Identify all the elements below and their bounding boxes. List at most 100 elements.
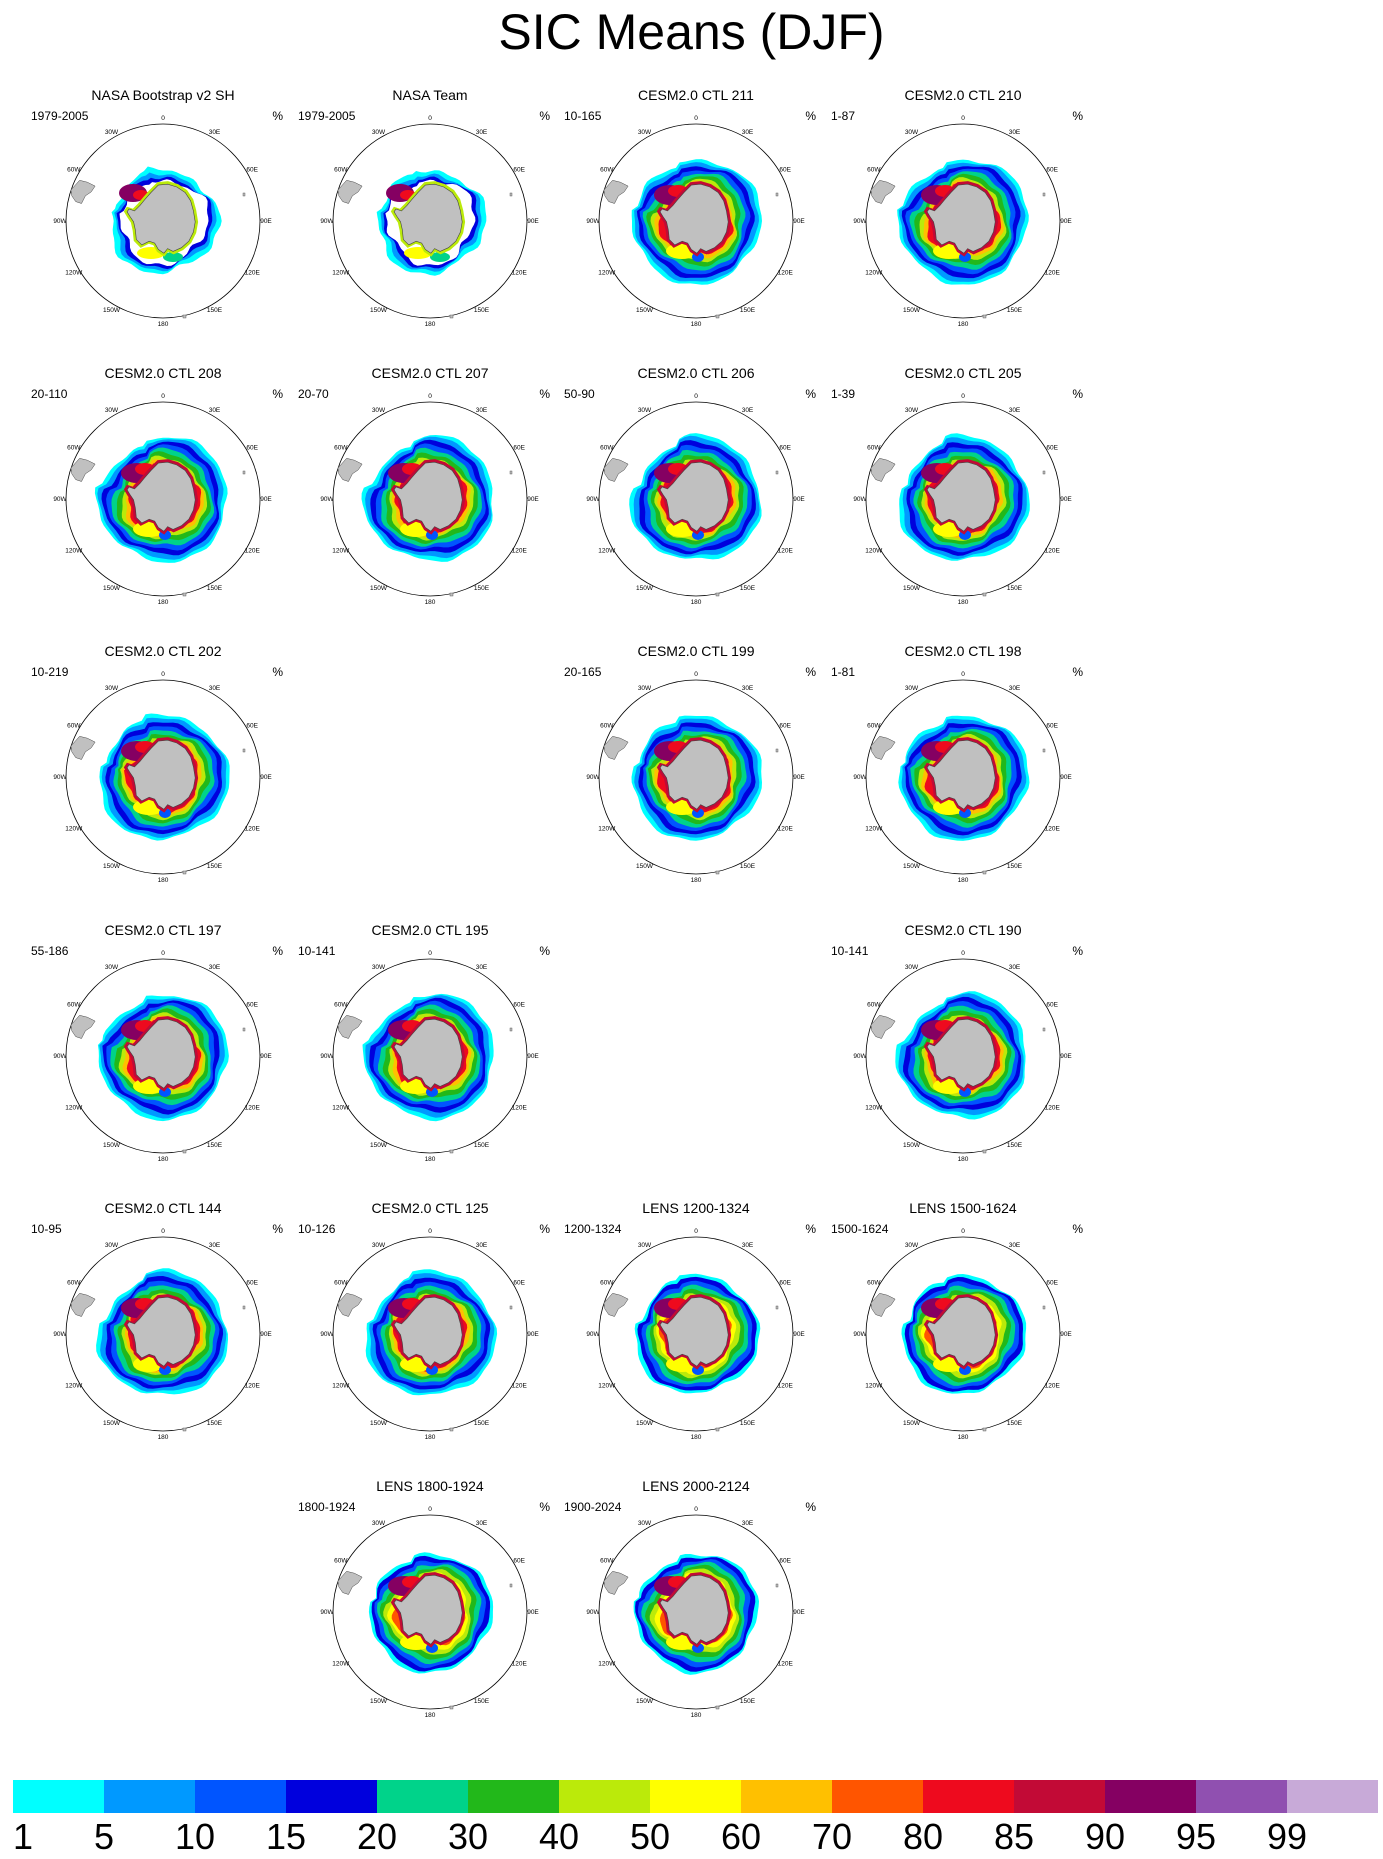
- longitude-label: 180: [958, 877, 969, 884]
- longitude-label: 0: [961, 950, 965, 957]
- panel-years: 50-90: [564, 387, 595, 401]
- panel-unit: %: [805, 387, 816, 401]
- longitude-label: 90W: [853, 774, 867, 781]
- panel-unit: %: [272, 665, 283, 679]
- longitude-label: 60W: [67, 723, 81, 730]
- island-land: [509, 192, 513, 197]
- panel-years: 1-81: [831, 665, 856, 679]
- panel-title: NASA Team: [392, 87, 468, 103]
- island-land: [982, 1149, 987, 1154]
- colorbar-swatch: [1287, 1780, 1378, 1813]
- longitude-label: 60E: [246, 1280, 258, 1287]
- island-land: [182, 1427, 187, 1432]
- longitude-label: 30E: [476, 129, 488, 136]
- longitude-label: 90W: [53, 1053, 67, 1060]
- island-land: [509, 1583, 513, 1588]
- longitude-label: 90E: [793, 218, 805, 225]
- longitude-label: 150E: [1007, 863, 1023, 870]
- panel-title: CESM2.0 CTL 198: [904, 643, 1022, 659]
- longitude-label: 60E: [513, 1280, 525, 1287]
- polar-map: 0 30E 60E 90E 120E 150E 180 150W 120W 90W 60W 30W: [53, 1228, 272, 1441]
- polar-map: 0 30E 60E 90E 120E 150E 180 150W 120W 90W 60W 30W: [853, 950, 1072, 1163]
- polar-map: 0 30E 60E 90E 120E 150E 180 150W 120W 90W 60W 30W: [853, 393, 1072, 606]
- south-america-land: [870, 458, 896, 482]
- panel-years: 20-110: [31, 387, 68, 401]
- longitude-label: 120E: [778, 270, 794, 277]
- island-land: [242, 1305, 246, 1310]
- longitude-label: 90E: [1060, 1053, 1072, 1060]
- longitude-label: 150W: [636, 585, 654, 592]
- longitude-label: 90E: [527, 1331, 539, 1338]
- panel-unit: %: [272, 109, 283, 123]
- longitude-label: 150E: [1007, 1420, 1023, 1427]
- south-america-land: [70, 1015, 96, 1039]
- map-panel: CESM2.0 CTL 197 55-186% 0 30E 60E 90E 120E 150E…: [29, 922, 297, 1200]
- panel-title: CESM2.0 CTL 205: [904, 365, 1022, 381]
- longitude-label: 0: [428, 1228, 432, 1235]
- polar-map: 0 30E 60E 90E 120E 150E 180 150W 120W 90W 60W 30W: [320, 950, 539, 1163]
- longitude-label: 120E: [245, 270, 261, 277]
- longitude-label: 180: [425, 1434, 436, 1441]
- longitude-label: 30W: [905, 964, 919, 971]
- panel-title: CESM2.0 CTL 208: [104, 365, 222, 381]
- longitude-label: 150E: [207, 585, 223, 592]
- panel-title: CESM2.0 CTL 199: [637, 643, 755, 659]
- longitude-label: 0: [694, 1228, 698, 1235]
- colorbar-tick-label: 70: [811, 1816, 853, 1857]
- polar-map: 0 30E 60E 90E 120E 150E 180 150W 120W 90W 60W 30W: [586, 1506, 805, 1719]
- island-land: [775, 748, 779, 753]
- longitude-label: 60W: [867, 167, 881, 174]
- antarctica-land: [926, 739, 996, 810]
- longitude-label: 30W: [105, 685, 119, 692]
- longitude-label: 30E: [476, 407, 488, 414]
- south-america-land: [337, 1293, 363, 1317]
- longitude-label: 150E: [474, 307, 490, 314]
- longitude-label: 180: [158, 1156, 169, 1163]
- colorbar-swatch: [1105, 1780, 1196, 1813]
- longitude-label: 120W: [598, 1661, 616, 1668]
- longitude-label: 120E: [1045, 1105, 1061, 1112]
- figure-title: SIC Means (DJF): [498, 4, 885, 60]
- polar-map: 0 30E 60E 90E 120E 150E 180 150W 120W 90W 60W 30W: [53, 115, 272, 328]
- island-land: [1042, 1027, 1046, 1032]
- longitude-label: 180: [158, 321, 169, 328]
- colorbar-swatch: [468, 1780, 559, 1813]
- colorbar-swatch: [1014, 1780, 1105, 1813]
- panel-title: CESM2.0 CTL 197: [104, 922, 222, 938]
- colorbar-tick-label: 20: [356, 1816, 398, 1857]
- colorbar-tick-label: 80: [902, 1816, 944, 1857]
- panel-unit: %: [539, 1222, 550, 1236]
- panel-unit: %: [539, 1500, 550, 1514]
- antarctica-land: [393, 1018, 463, 1089]
- longitude-label: 0: [961, 1228, 965, 1235]
- map-panel: LENS 2000-2124 1900-2024% 0 30E 60E 90E 120E 15…: [562, 1478, 830, 1756]
- longitude-label: 60E: [779, 445, 791, 452]
- longitude-label: 30W: [638, 685, 652, 692]
- longitude-label: 90W: [53, 218, 67, 225]
- longitude-label: 60W: [334, 167, 348, 174]
- longitude-label: 90W: [53, 1331, 67, 1338]
- longitude-label: 60W: [867, 723, 881, 730]
- longitude-label: 180: [691, 1712, 702, 1719]
- longitude-label: 90W: [586, 496, 600, 503]
- longitude-label: 120E: [245, 826, 261, 833]
- map-panel: CESM2.0 CTL 195 10-141% 0 30E 60E 90E 120E 150E…: [296, 922, 564, 1200]
- map-panel: CESM2.0 CTL 190 10-141% 0 30E 60E 90E 120E 150E…: [829, 922, 1097, 1200]
- island-land: [509, 1305, 513, 1310]
- colorbar-tick-label: 30: [447, 1816, 489, 1857]
- longitude-label: 60E: [246, 723, 258, 730]
- longitude-label: 60E: [779, 1280, 791, 1287]
- antarctica-land: [659, 1574, 729, 1645]
- longitude-label: 180: [425, 1156, 436, 1163]
- panel-unit: %: [805, 665, 816, 679]
- colorbar-svg: [13, 1780, 1378, 1813]
- longitude-label: 120W: [598, 548, 616, 555]
- longitude-label: 150E: [474, 1142, 490, 1149]
- longitude-label: 0: [961, 671, 965, 678]
- map-panel: CESM2.0 CTL 210 1-87% 0 30E 60E 90E 120E 150E 18…: [829, 87, 1097, 365]
- longitude-label: 150W: [370, 585, 388, 592]
- longitude-label: 120E: [1045, 826, 1061, 833]
- longitude-label: 60E: [246, 167, 258, 174]
- longitude-label: 150W: [370, 1420, 388, 1427]
- ross-sea-ice-2: [430, 252, 450, 262]
